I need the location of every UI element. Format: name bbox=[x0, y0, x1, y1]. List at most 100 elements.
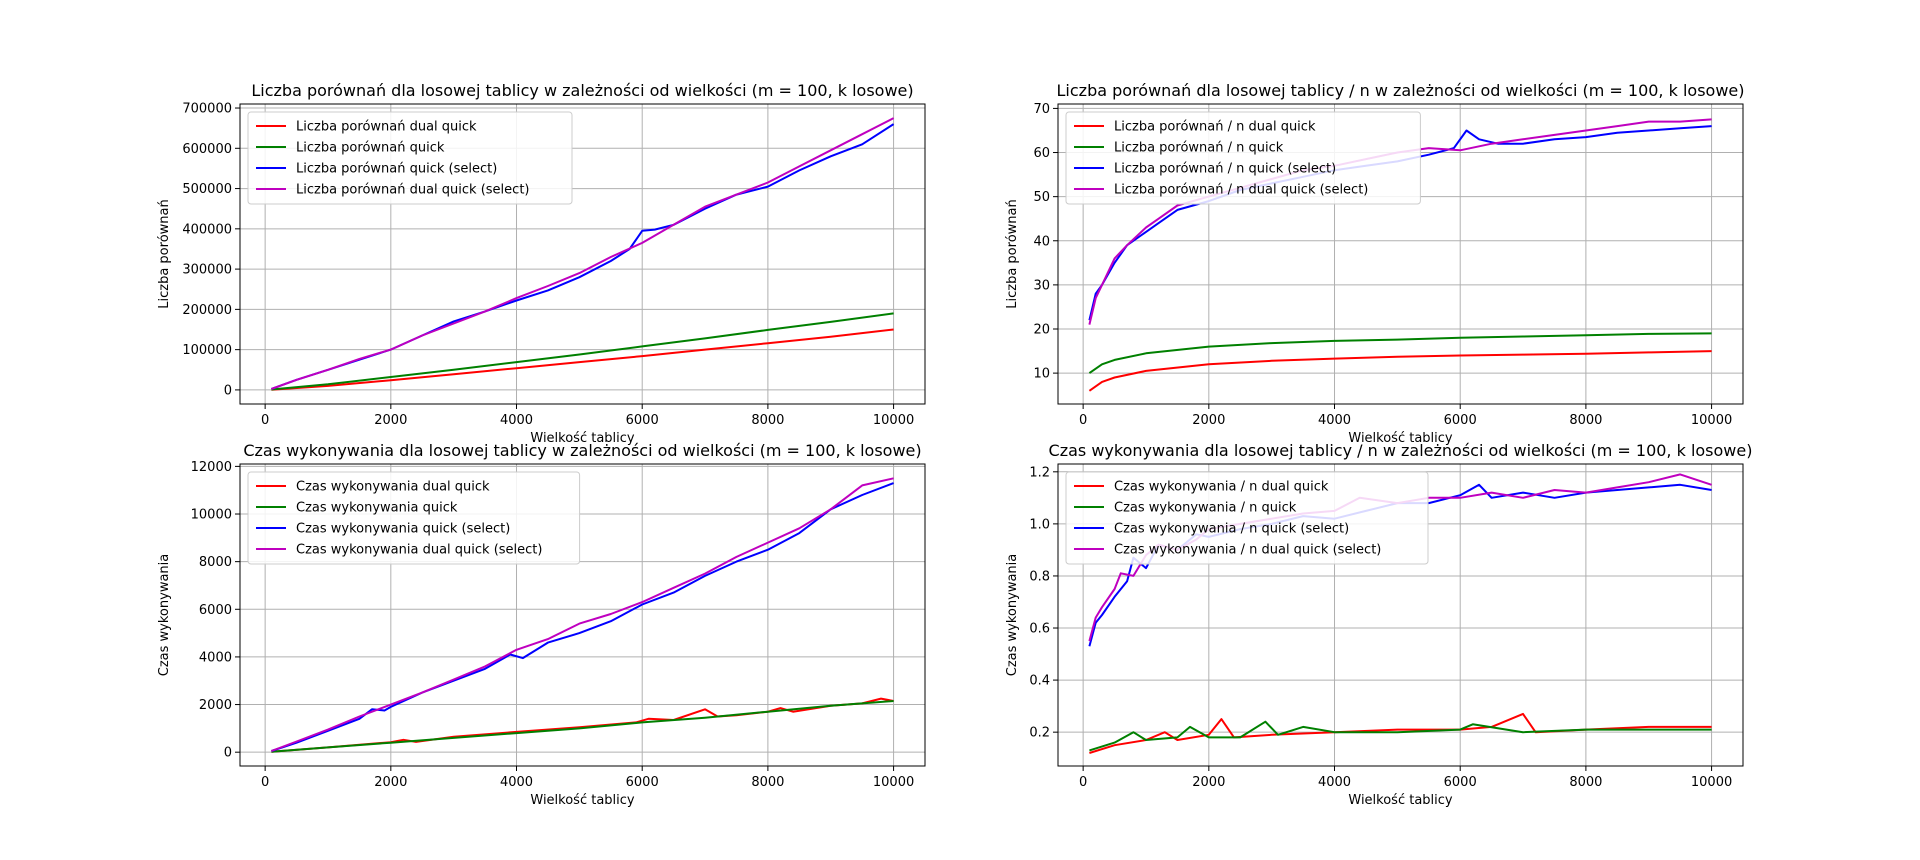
legend-label: Czas wykonywania / n dual quick bbox=[1114, 480, 1329, 495]
legend-box bbox=[247, 471, 581, 565]
x-tick-label: 2000 bbox=[374, 413, 407, 428]
x-tick-label: 0 bbox=[1079, 775, 1087, 790]
chart-4: 0 2000 4000 6000 8000 10000 0.2 0.4 0.6 0.8 1.0 1.2… bbox=[1005, 441, 1752, 808]
y-axis-label: Liczba porównań bbox=[1005, 199, 1020, 308]
y-tick-label: 0.4 bbox=[1029, 674, 1050, 689]
y-tick-label: 12000 bbox=[191, 460, 232, 475]
chart-title: Liczba porównań dla losowej tablicy / n … bbox=[1057, 81, 1745, 100]
legend: Czas wykonywania dual quick Czas wykonywa… bbox=[247, 471, 581, 565]
y-tick-label: 300000 bbox=[182, 263, 232, 278]
legend-label: Czas wykonywania / n quick (select) bbox=[1114, 522, 1349, 537]
chart-title: Liczba porównań dla losowej tablicy w za… bbox=[251, 81, 913, 100]
legend-label: Liczba porównań dual quick (select) bbox=[296, 183, 530, 198]
series-line-2 bbox=[1088, 332, 1712, 374]
y-tick-label: 1.0 bbox=[1029, 517, 1050, 532]
series-line-3 bbox=[271, 482, 894, 752]
y-tick-label: 6000 bbox=[199, 603, 232, 618]
x-tick-label: 8000 bbox=[1569, 413, 1602, 428]
legend-label: Liczba porównań quick bbox=[296, 141, 445, 156]
x-tick-label: 4000 bbox=[500, 775, 533, 790]
series-line-1 bbox=[1088, 350, 1712, 392]
legend-label: Czas wykonywania / n dual quick (select) bbox=[1114, 543, 1381, 558]
legend-label: Czas wykonywania dual quick (select) bbox=[296, 543, 542, 558]
chart-1: 0 2000 4000 6000 8000 10000010000020000030000… bbox=[157, 81, 926, 446]
x-tick-label: 4000 bbox=[1318, 413, 1351, 428]
x-tick-label: 2000 bbox=[1192, 775, 1225, 790]
y-tick-label: 0 bbox=[224, 746, 232, 761]
legend-label: Liczba porównań quick (select) bbox=[296, 162, 497, 177]
x-tick-label: 0 bbox=[1079, 413, 1087, 428]
legend: Liczba porównań dual quick Liczba porówna… bbox=[247, 111, 573, 205]
legend-label: Czas wykonywania / n quick bbox=[1114, 501, 1297, 516]
x-tick-label: 10000 bbox=[873, 775, 914, 790]
chart-3: 0 2000 4000 6000 8000 10000 0 2000 4000 6000 8000 1… bbox=[157, 441, 926, 808]
x-axis-label: Wielkość tablicy bbox=[530, 431, 635, 446]
y-tick-label: 500000 bbox=[182, 182, 232, 197]
y-axis-label: Liczba porównań bbox=[157, 199, 172, 308]
series-line-1 bbox=[271, 328, 894, 391]
series-line-2 bbox=[271, 312, 894, 391]
y-tick-label: 40 bbox=[1033, 234, 1050, 249]
x-tick-label: 4000 bbox=[500, 413, 533, 428]
x-tick-label: 0 bbox=[261, 413, 269, 428]
axes-frame bbox=[239, 103, 926, 405]
legend: Liczba porównań / n dual quick Liczba por… bbox=[1065, 111, 1421, 205]
y-tick-label: 20 bbox=[1033, 323, 1050, 338]
chart-title: Czas wykonywania dla losowej tablicy w z… bbox=[243, 441, 921, 460]
series-line-4 bbox=[271, 477, 894, 752]
legend-box bbox=[1065, 471, 1429, 565]
x-tick-label: 2000 bbox=[374, 775, 407, 790]
x-axis-label: Wielkość tablicy bbox=[1348, 793, 1453, 808]
y-tick-label: 700000 bbox=[182, 102, 232, 117]
series-line-2 bbox=[1089, 720, 1712, 752]
axes-frame bbox=[1057, 103, 1744, 405]
x-tick-label: 6000 bbox=[626, 775, 659, 790]
y-tick-label: 0.6 bbox=[1029, 622, 1050, 637]
x-tick-label: 10000 bbox=[1691, 775, 1732, 790]
legend-label: Czas wykonywania quick (select) bbox=[296, 522, 510, 537]
x-tick-label: 2000 bbox=[1192, 413, 1225, 428]
y-tick-label: 1.2 bbox=[1029, 465, 1050, 480]
y-tick-label: 4000 bbox=[199, 650, 232, 665]
legend-label: Liczba porównań dual quick bbox=[296, 120, 477, 135]
axes-frame bbox=[239, 463, 926, 767]
x-tick-label: 6000 bbox=[1444, 413, 1477, 428]
x-axis-label: Wielkość tablicy bbox=[530, 793, 635, 808]
y-tick-label: 10 bbox=[1033, 367, 1050, 382]
chart-title: Czas wykonywania dla losowej tablicy / n… bbox=[1049, 441, 1753, 460]
x-tick-label: 8000 bbox=[1569, 775, 1602, 790]
legend-label: Liczba porównań / n quick (select) bbox=[1114, 162, 1336, 177]
y-tick-label: 0.8 bbox=[1029, 569, 1050, 584]
y-axis-label: Czas wykonywania bbox=[157, 554, 172, 676]
series-line-4 bbox=[271, 117, 895, 390]
x-axis-label: Wielkość tablicy bbox=[1348, 431, 1453, 446]
legend-box bbox=[247, 111, 573, 205]
x-tick-label: 4000 bbox=[1318, 775, 1351, 790]
legend-label: Czas wykonywania dual quick bbox=[296, 480, 490, 495]
y-tick-label: 8000 bbox=[199, 555, 232, 570]
x-tick-label: 10000 bbox=[1691, 413, 1732, 428]
y-axis-label: Czas wykonywania bbox=[1005, 554, 1020, 676]
x-tick-label: 8000 bbox=[751, 775, 784, 790]
y-tick-label: 200000 bbox=[182, 303, 232, 318]
y-tick-label: 400000 bbox=[182, 222, 232, 237]
y-tick-label: 60 bbox=[1033, 146, 1050, 161]
y-tick-label: 0.2 bbox=[1029, 726, 1050, 741]
legend-label: Liczba porównań / n dual quick bbox=[1114, 120, 1316, 135]
y-tick-label: 10000 bbox=[191, 508, 232, 523]
legend: Czas wykonywania / n dual quick Czas wyko… bbox=[1065, 471, 1429, 565]
legend-box bbox=[1065, 111, 1421, 205]
y-tick-label: 600000 bbox=[182, 142, 232, 157]
legend-label: Liczba porównań / n quick bbox=[1114, 141, 1284, 156]
y-tick-label: 50 bbox=[1033, 190, 1050, 205]
y-tick-label: 70 bbox=[1033, 102, 1050, 117]
x-tick-label: 6000 bbox=[1444, 775, 1477, 790]
chart-2: 0 2000 4000 6000 8000 10000 10 20 30 40 50 60 70 Licz… bbox=[1005, 81, 1744, 446]
legend-label: Czas wykonywania quick bbox=[296, 501, 458, 516]
y-tick-label: 100000 bbox=[182, 343, 232, 358]
x-tick-label: 6000 bbox=[626, 413, 659, 428]
legend-label: Liczba porównań / n dual quick (select) bbox=[1114, 183, 1368, 198]
y-tick-label: 0 bbox=[224, 383, 232, 398]
